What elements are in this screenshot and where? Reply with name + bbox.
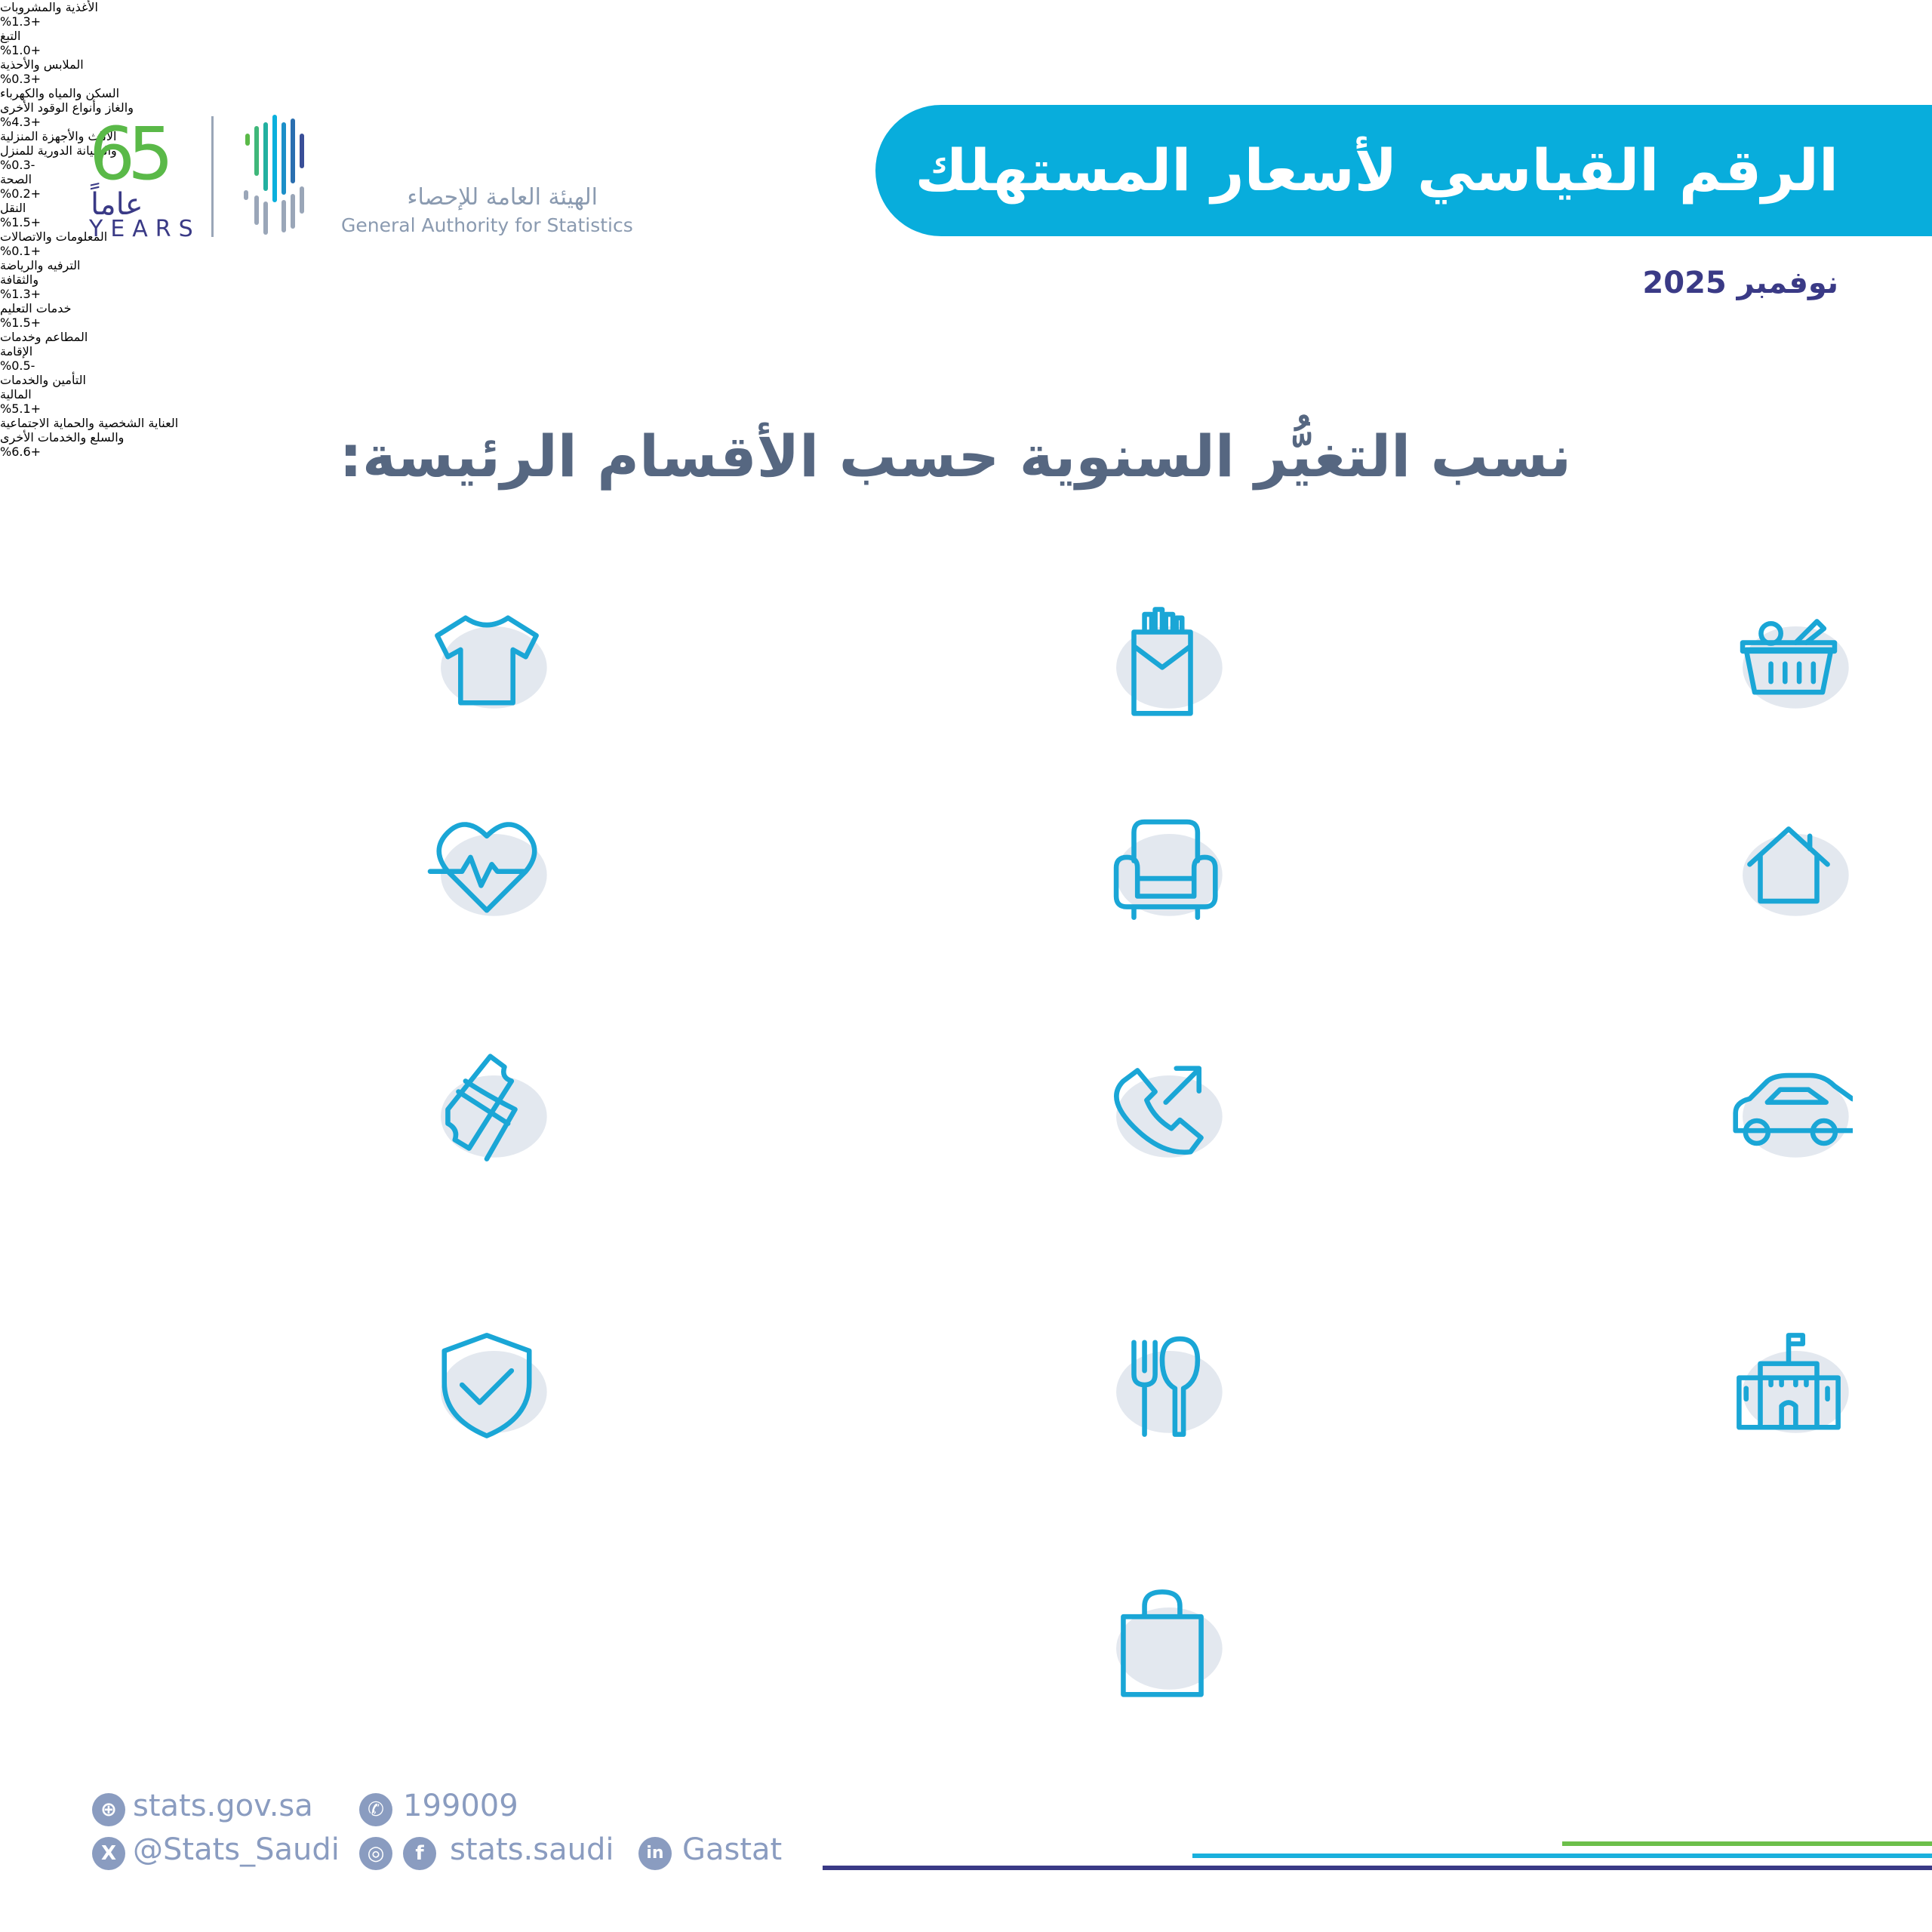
years-number: 65 xyxy=(89,112,174,196)
category-change-value: %0.2+ xyxy=(0,186,42,201)
category-change-value: %5.1+ xyxy=(0,401,42,416)
org-name-en: General Authority for Statistics xyxy=(341,214,633,236)
category-label: الإقامة xyxy=(0,344,33,358)
category-label: العناية الشخصية والحماية الاجتماعية xyxy=(0,416,179,430)
house-icon xyxy=(1743,826,1849,916)
category-label: والثقافة xyxy=(0,272,39,287)
years-ar: عاماً xyxy=(91,187,143,222)
category-label: والصيانة الدورية للمنزل xyxy=(0,143,117,158)
category-change-value: %1.0+ xyxy=(0,43,42,57)
phone-call-icon xyxy=(1114,1066,1223,1158)
category-label: المالية xyxy=(0,387,32,401)
report-date: نوفمبر 2025 xyxy=(1642,266,1838,300)
category-label: خدمات التعليم xyxy=(0,301,72,315)
social-handle[interactable]: stats.saudi xyxy=(450,1832,614,1867)
cigarette-pack-icon xyxy=(1116,607,1223,716)
category-label: السكن والمياه والكهرباء xyxy=(0,86,120,100)
category-label: الأغذية والمشروبات xyxy=(0,0,98,14)
armchair-icon xyxy=(1113,819,1223,920)
shopping-bag-icon xyxy=(1116,1589,1223,1697)
twitter-handle[interactable]: @Stats_Saudi xyxy=(133,1832,340,1867)
category-label: المعلومات والاتصالات xyxy=(0,229,108,244)
food-basket-icon xyxy=(1740,619,1849,709)
category-label: المطاعم وخدمات xyxy=(0,330,88,344)
category-label: الملابس والأحذية xyxy=(0,57,84,72)
phone-icon: ✆ xyxy=(359,1793,392,1826)
tshirt-icon xyxy=(435,615,547,709)
heart-pulse-icon xyxy=(427,822,547,916)
linkedin-icon[interactable]: in xyxy=(638,1837,672,1870)
title-banner: الرقم القياسي لأسعار المستهلك xyxy=(875,105,1932,236)
category-change-value: %0.1+ xyxy=(0,244,42,258)
category-label: التبغ xyxy=(0,29,21,43)
gastat-logo-icon xyxy=(244,115,304,235)
category-change-value: %4.3+ xyxy=(0,115,42,129)
decor-line-green xyxy=(1562,1841,1932,1846)
website-link[interactable]: stats.gov.sa xyxy=(133,1789,313,1823)
category-change-value: %1.3+ xyxy=(0,14,42,29)
logo-divider xyxy=(211,116,214,237)
category-label: التأمين والخدمات xyxy=(0,373,86,387)
category-label: النقل xyxy=(0,201,26,215)
car-icon xyxy=(1733,1072,1853,1158)
category-change-value: %0.5- xyxy=(0,358,35,373)
decor-line-cyan xyxy=(1192,1854,1932,1858)
category-change-value: %1.5+ xyxy=(0,315,42,330)
facebook-icon[interactable]: f xyxy=(403,1837,436,1870)
category-label: والسلع والخدمات الأخرى xyxy=(0,430,125,445)
category-label: والغاز وأنواع الوقود الأخرى xyxy=(0,100,134,115)
globe-icon: ⊕ xyxy=(92,1793,125,1826)
category-change-value: %0.3+ xyxy=(0,72,42,86)
section-heading: نسب التغيُّر السنوية حسب الأقسام الرئيسة… xyxy=(339,423,1571,490)
category-label: الأثاث والأجهزة المنزلية xyxy=(0,129,117,143)
ticket-icon xyxy=(441,1054,547,1161)
category-change-value: %1.5+ xyxy=(0,215,42,229)
category-change-value: %6.6+ xyxy=(0,445,42,459)
decor-line-navy xyxy=(823,1866,1932,1870)
fork-spoon-icon xyxy=(1116,1336,1223,1437)
org-name-ar: الهيئة العامة للإحصاء xyxy=(407,184,598,211)
x-twitter-icon[interactable]: X xyxy=(92,1837,125,1870)
category-change-value: %1.3+ xyxy=(0,287,42,301)
shield-check-icon xyxy=(441,1333,547,1438)
linkedin-handle[interactable]: Gastat xyxy=(682,1832,783,1867)
instagram-icon[interactable]: ◎ xyxy=(359,1837,392,1870)
years-en: YEARS xyxy=(89,216,201,242)
page-title: الرقم القياسي لأسعار المستهلك xyxy=(915,137,1838,204)
school-icon xyxy=(1737,1333,1849,1433)
category-change-value: %0.3- xyxy=(0,158,35,172)
category-label: الصحة xyxy=(0,172,32,186)
phone-number[interactable]: 199009 xyxy=(403,1789,518,1823)
category-label: الترفيه والرياضة xyxy=(0,258,81,272)
